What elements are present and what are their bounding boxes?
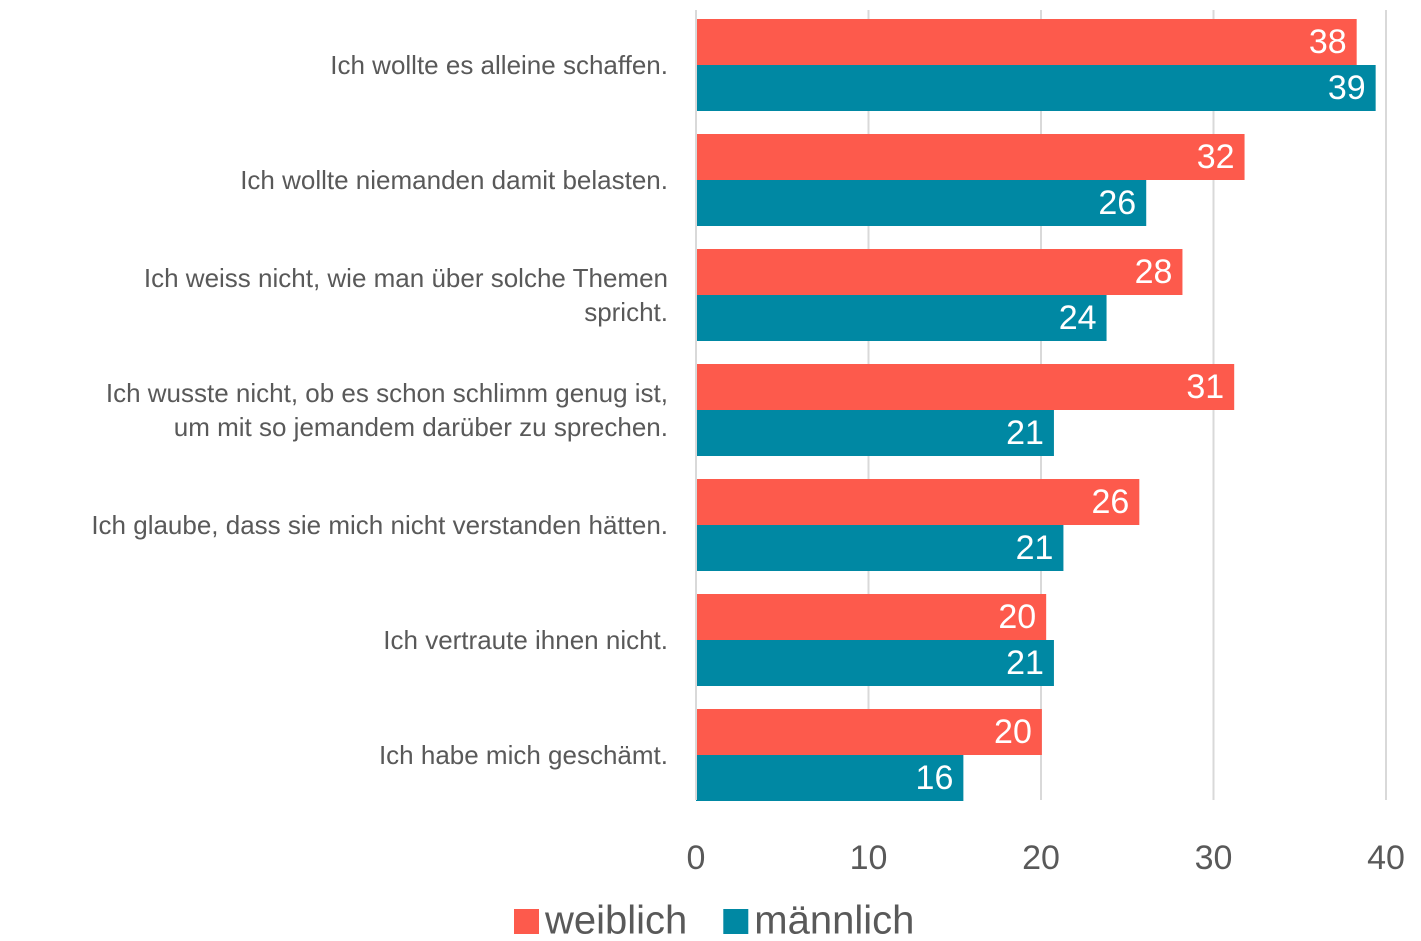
data-label: 38 [1309,23,1347,61]
category-label: Ich wollte niemanden damit belasten. [240,165,668,195]
category-label: Ich glaube, dass sie mich nicht verstand… [91,510,668,540]
bar [696,19,1357,65]
bar [696,755,964,801]
legend-swatch [514,909,539,934]
data-label: 39 [1328,69,1366,107]
data-label: 20 [998,598,1036,636]
data-label: 32 [1197,138,1235,176]
bar [696,479,1140,525]
x-tick-label: 30 [1195,839,1233,877]
category-label: Ich wollte es alleine schaffen. [330,50,668,80]
data-label: 31 [1186,368,1224,406]
bar [696,525,1064,571]
bar [696,640,1054,686]
bar [696,249,1183,295]
bar [696,134,1245,180]
bar [696,594,1047,640]
data-label: 26 [1091,483,1129,521]
bar [696,180,1147,226]
bar [696,65,1376,111]
bar [696,709,1042,755]
data-label: 16 [916,759,954,797]
bar [696,295,1107,341]
legend-label: männlich [754,899,914,941]
bar [696,364,1235,410]
x-tick-label: 10 [850,839,888,877]
data-label: 21 [1006,414,1044,452]
data-label: 20 [994,713,1032,751]
data-label: 24 [1059,299,1097,337]
data-label: 21 [1016,529,1054,567]
category-label: Ich weiss nicht, wie man über solche The… [143,263,668,327]
category-label: Ich vertraute ihnen nicht. [383,625,668,655]
bar [696,410,1054,456]
x-tick-label: 20 [1022,839,1060,877]
data-label: 21 [1006,644,1044,682]
x-tick-label: 0 [687,839,706,877]
category-label: Ich wusste nicht, ob es schon schlimm ge… [105,378,668,442]
data-label: 26 [1098,184,1136,222]
category-label: Ich habe mich geschämt. [378,740,668,770]
data-label: 28 [1135,253,1173,291]
legend-label: weiblich [544,899,687,941]
legend-swatch [723,909,749,934]
x-tick-label: 40 [1367,839,1405,877]
